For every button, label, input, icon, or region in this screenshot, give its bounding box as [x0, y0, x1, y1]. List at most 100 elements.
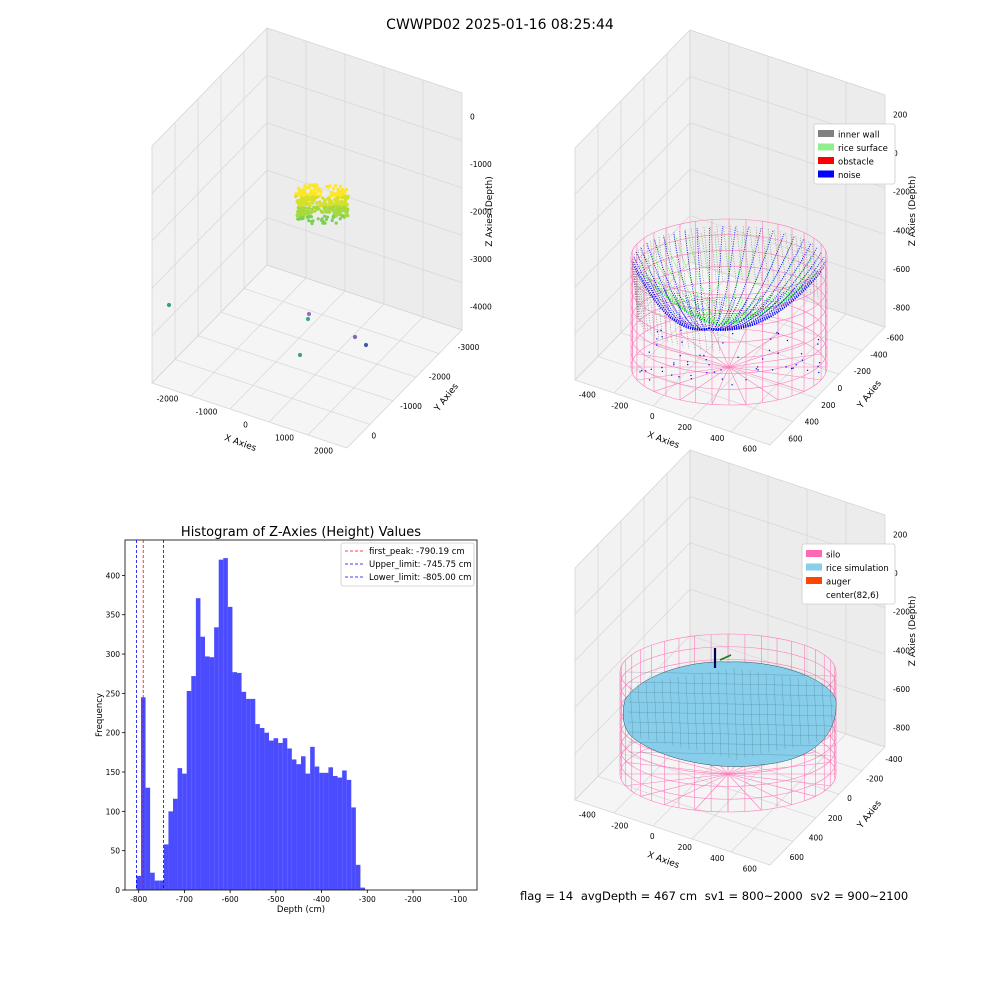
wall-streak [713, 297, 721, 353]
outlier-point [352, 334, 358, 340]
histogram-bar [195, 598, 201, 890]
noise-dot [762, 358, 764, 360]
histogram-bar [337, 777, 343, 890]
y-tick-label: -400 [885, 755, 902, 764]
raw-point [319, 218, 324, 222]
raw-point [308, 193, 312, 197]
wall-streak [716, 226, 724, 282]
wall-streak [632, 256, 640, 312]
legend-label: obstacle [838, 158, 874, 168]
surface-streak [687, 295, 720, 326]
raw-point [296, 206, 300, 210]
raw-point [297, 191, 301, 195]
wall-streak [663, 235, 670, 291]
noise-dot [660, 329, 662, 331]
surface-streak [718, 231, 744, 326]
mesh-line [709, 671, 714, 755]
raw-point [305, 192, 309, 197]
histogram-bar [355, 864, 361, 890]
z-axis-label: Z Axies (Depth) [485, 176, 495, 247]
noise-dot [817, 365, 819, 367]
histogram-bar [287, 748, 292, 890]
surface-streak [718, 264, 820, 326]
z-tick-label: 200 [893, 530, 908, 539]
wall-streak [633, 268, 640, 324]
raw-point [340, 201, 344, 206]
y-tick-label: 0 [115, 886, 120, 895]
mesh-line [805, 679, 810, 744]
histogram-bar [154, 880, 160, 890]
wall-streak [755, 227, 763, 283]
y-tick-label: 50 [110, 847, 120, 856]
raw-point [325, 184, 329, 189]
raw-point [307, 219, 311, 223]
wall-streak [668, 233, 675, 289]
surface-streak [665, 288, 720, 326]
noise-dot [686, 361, 689, 363]
legend-label: rice simulation [826, 564, 889, 574]
x-tick-label: -200 [404, 895, 421, 904]
mesh-line [797, 678, 802, 746]
raw-point [330, 218, 334, 223]
noise-streak [708, 293, 774, 331]
raw-point [325, 203, 329, 207]
noise-dot [785, 366, 787, 368]
wall-streak [707, 297, 714, 353]
raw-point [334, 221, 338, 225]
wall-streak [648, 282, 656, 338]
noise-dot [777, 352, 779, 354]
x-tick-label: -100 [450, 895, 467, 904]
wall-streak [654, 238, 661, 294]
noise-dot [656, 331, 659, 333]
legend-swatch [806, 563, 822, 571]
surface-streak [639, 270, 720, 326]
raw-point [324, 217, 328, 221]
x-tick-label: 0 [650, 832, 655, 841]
z-tick-label: -2000 [470, 208, 492, 217]
surface-streak [718, 284, 803, 326]
z-tick-label: -1000 [470, 160, 492, 169]
noise-dot [678, 376, 680, 378]
noise-dot [679, 355, 681, 357]
y-tick-label: -200 [866, 775, 883, 784]
raw-point [312, 185, 316, 189]
raw-point [318, 188, 322, 192]
noise-dot [639, 371, 641, 373]
x-tick-label: 2000 [314, 447, 333, 456]
histogram-bar [333, 775, 338, 890]
legend-label: center(82,6) [826, 591, 879, 601]
y-tick-label: 200 [106, 729, 121, 738]
raw-point [309, 211, 313, 215]
wall-streak [710, 226, 717, 282]
mesh-line [627, 741, 835, 747]
raw-point [337, 202, 341, 206]
raw-point [317, 201, 321, 205]
noise-dot [650, 368, 652, 370]
noise-dot [720, 369, 722, 371]
mesh-line [627, 721, 835, 727]
x-tick-label: -400 [579, 810, 596, 819]
silo-wireframe [630, 218, 828, 406]
wall-streak [645, 280, 652, 336]
x-tick-label: 200 [678, 843, 693, 852]
surface-streak [718, 234, 771, 326]
noise-dot [706, 372, 708, 374]
z-tick-label: 0 [893, 569, 898, 578]
noise-dot [661, 366, 663, 369]
noise-streak [708, 226, 710, 330]
mesh-line [627, 701, 835, 707]
x-axis-label: Depth (cm) [277, 905, 325, 915]
raw-point [326, 196, 330, 200]
noise-dot [818, 371, 820, 374]
wall-streak [742, 226, 750, 282]
noise-dot [732, 333, 734, 335]
y-tick-label: 200 [821, 401, 836, 410]
mesh-line [627, 711, 835, 717]
raw-point [344, 201, 348, 205]
legend-box [813, 123, 896, 185]
wall-streak [729, 225, 737, 282]
rice-surface-points [638, 230, 820, 326]
raw-point [309, 197, 313, 201]
z-tick-label: 200 [893, 110, 908, 119]
